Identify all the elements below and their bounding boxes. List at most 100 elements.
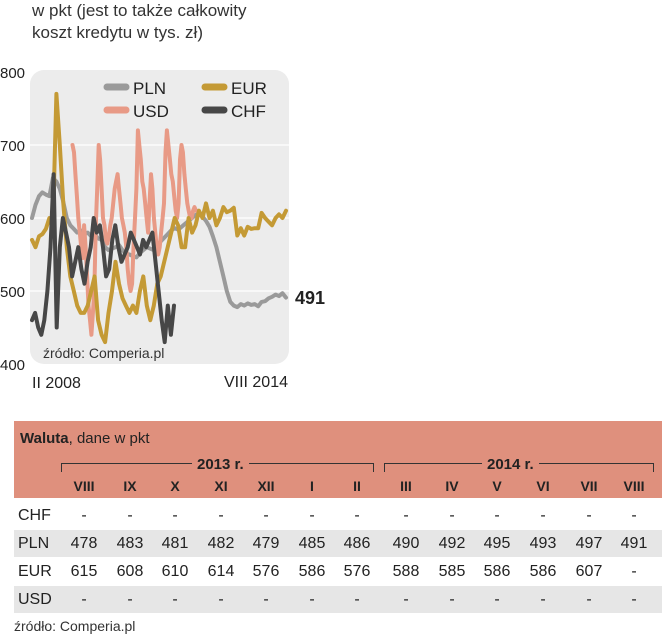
month-header: VI [536,478,550,494]
y-tick-label: 700 [0,138,25,155]
table-cell: 483 [116,535,144,552]
table-cell: 493 [529,535,557,552]
month-header: X [170,478,180,494]
table-cell: 478 [70,535,98,552]
year-label-2013: 2013 r. [192,456,249,473]
table-cell: - [540,507,546,524]
table-cell: - [309,507,315,524]
table-cell: - [586,507,592,524]
table-row-chf: CHF - - - - - - - - - - - - - [14,502,662,529]
table-cell: 588 [392,563,420,580]
table-cell: 486 [343,535,371,552]
table-cell: - [631,507,637,524]
month-header: IX [123,478,137,494]
legend-label-chf: CHF [231,102,266,121]
table-cell: 586 [483,563,511,580]
table-cell: - [218,591,224,608]
table-cell: - [263,507,269,524]
x-start-label: II 2008 [32,375,81,392]
table-cell: 485 [298,535,326,552]
intro-line-2: koszt kredytu w tys. zł) [32,23,203,42]
legend-label-usd: USD [133,102,169,121]
table-cell: - [403,591,409,608]
table-cell: 479 [252,535,280,552]
table-cell: - [354,591,360,608]
y-axis-ticks: 800 700 600 500 400 [0,65,25,374]
table-cell: - [494,507,500,524]
table-cell: 576 [343,563,371,580]
table-row-usd: USD - - - - - - - - - - - - - [14,586,662,613]
table-header: Waluta, dane w pkt 2013 r. 2014 r. VIII I… [14,421,662,498]
table-cell: - [449,507,455,524]
table-cell: - [403,507,409,524]
table-cell: 491 [620,535,648,552]
table-cell: 492 [438,535,466,552]
month-header: V [492,478,502,494]
table-cell: - [494,591,500,608]
table-cell: - [309,591,315,608]
table-title: Waluta, dane w pkt [20,430,150,447]
x-end-label: VIII 2014 [224,374,288,391]
intro-text: w pkt (jest to także całkowity koszt kre… [32,0,246,44]
series-line-usd [70,128,198,337]
month-header: XII [257,478,275,494]
month-header: VIII [73,478,95,494]
table-cell: 586 [529,563,557,580]
table-cell: - [127,591,133,608]
table-cell: 481 [161,535,189,552]
intro-line-1: w pkt (jest to także całkowity [32,1,247,20]
month-header: II [353,478,361,494]
table-row-eur: EUR 615 608 610 614 576 586 576 588 585 586 586 607 - [14,558,662,585]
table-source: źródło: Comperia.pl [14,618,136,634]
currency-label: PLN [18,535,50,552]
table-row-pln: PLN 478 483 481 482 479 485 486 490 492 495 493 497 4… [14,530,662,557]
line-chart: 800 700 600 500 400 PLN EUR USD CHF źródło: … [0,65,325,392]
series-line-chf [30,172,176,345]
table-cell: - [81,591,87,608]
table-cell: 585 [438,563,466,580]
table-cell: - [449,591,455,608]
table-cell: 610 [161,563,189,580]
table-cell: - [218,507,224,524]
table-cell: 482 [207,535,235,552]
table-title-unit: , dane w pkt [68,430,150,447]
table-cell: 607 [575,563,603,580]
table-cell: - [631,563,637,580]
month-header: VII [580,478,598,494]
month-header: VIII [623,478,645,494]
y-tick-label: 600 [0,211,25,228]
table-cell: - [172,507,178,524]
table-cell: 576 [252,563,280,580]
y-tick-label: 400 [0,357,25,374]
month-header: XI [214,478,228,494]
table-cell: - [81,507,87,524]
month-header: I [310,478,314,494]
table-cell: 497 [575,535,603,552]
legend: PLN EUR USD CHF [103,79,267,121]
y-tick-label: 800 [0,65,25,82]
table-cell: - [172,591,178,608]
month-header: IV [445,478,459,494]
currency-label: EUR [18,563,52,580]
end-value-label: 491 [295,288,325,308]
currency-label: USD [18,591,52,608]
legend-label-pln: PLN [133,79,166,98]
y-tick-label: 500 [0,284,25,301]
table-cell: - [127,507,133,524]
chart-source: źródło: Comperia.pl [43,345,164,361]
table-cell: - [263,591,269,608]
table-cell: 495 [483,535,511,552]
table-cell: 614 [207,563,235,580]
series-lines [30,91,288,345]
table-cell: - [540,591,546,608]
year-label-2014: 2014 r. [482,456,539,473]
table-cell: 586 [298,563,326,580]
table-cell: - [586,591,592,608]
table-cell: 490 [392,535,420,552]
table-cell: - [354,507,360,524]
currency-label: CHF [18,507,51,524]
table-cell: 615 [70,563,98,580]
table-cell: 608 [116,563,144,580]
month-header: III [400,478,412,494]
legend-label-eur: EUR [231,79,267,98]
